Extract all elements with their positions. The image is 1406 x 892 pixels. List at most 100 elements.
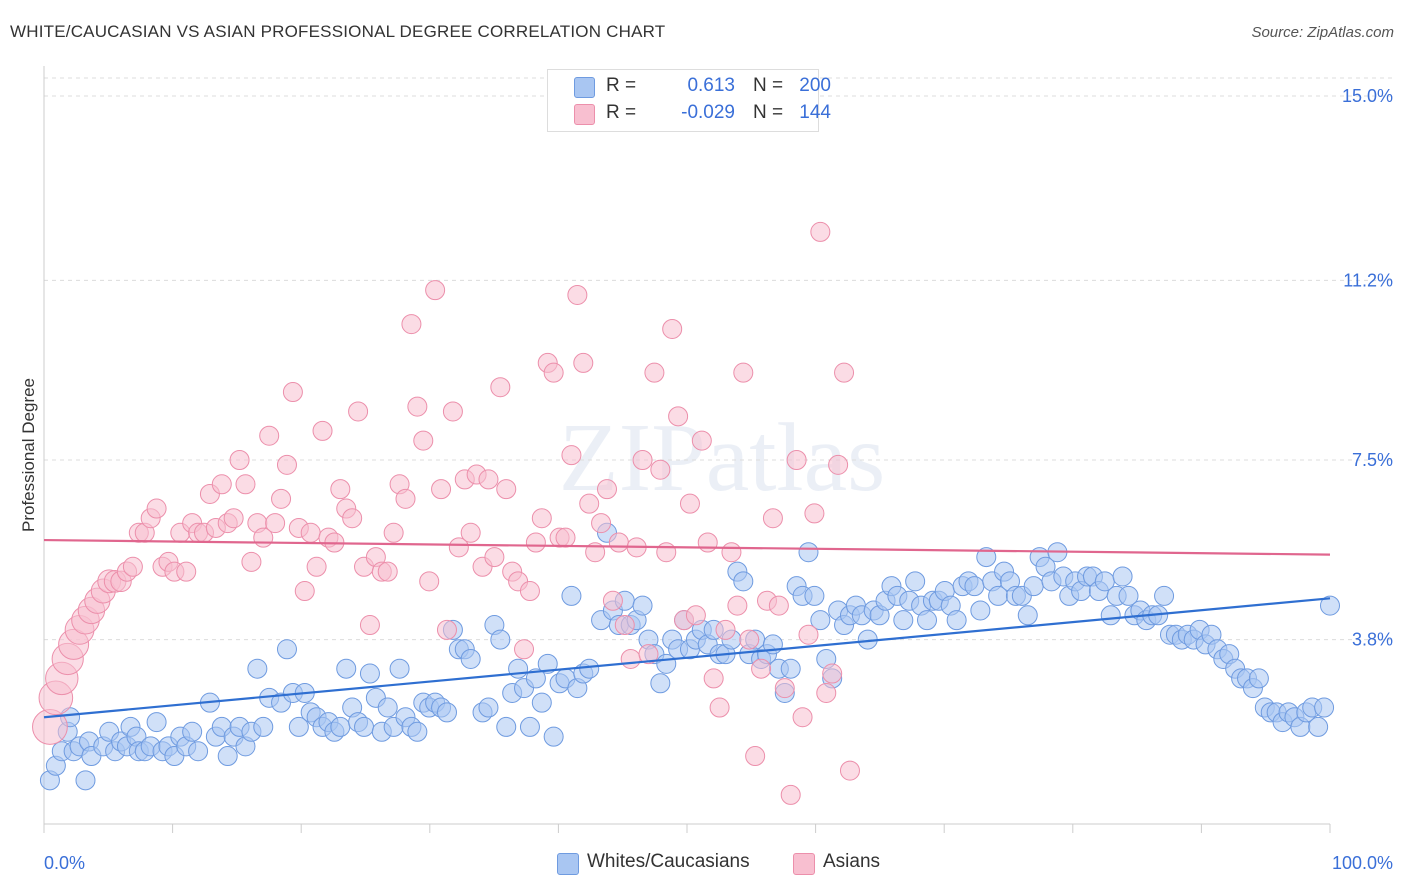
point-whites (1100, 605, 1121, 626)
point-whites (905, 571, 926, 592)
point-whites (976, 547, 997, 568)
point-asians (342, 508, 363, 529)
legend-r-label: R = (606, 102, 637, 123)
point-asians (496, 479, 517, 500)
point-asians (312, 420, 333, 441)
y-tick-label: 7.5% (1352, 450, 1393, 470)
point-whites (75, 770, 96, 791)
point-whites (1314, 697, 1335, 718)
point-asians (436, 619, 457, 640)
point-asians (780, 784, 801, 805)
point-asians (834, 362, 855, 383)
point-whites (330, 716, 351, 737)
point-asians (591, 513, 612, 534)
point-asians (555, 527, 576, 548)
point-asians (359, 615, 380, 636)
legend-n-value: 200 (799, 75, 831, 96)
point-asians (300, 522, 321, 543)
legend-n-value: 144 (799, 102, 831, 123)
point-asians (330, 479, 351, 500)
point-whites (893, 610, 914, 631)
legend-r-value: -0.029 (681, 102, 735, 123)
stats-legend: R = 0.613 N = 200 R = -0.029 N = 144 (547, 69, 831, 132)
point-asians (460, 522, 481, 543)
point-asians (146, 498, 167, 519)
y-tick-label: 3.8% (1352, 630, 1393, 650)
point-whites (519, 716, 540, 737)
point-asians (715, 619, 736, 640)
point-whites (182, 721, 203, 742)
point-whites (964, 576, 985, 597)
point-asians (573, 352, 594, 373)
point-asians (543, 362, 564, 383)
point-whites (780, 658, 801, 679)
legend-n-label: N = (753, 102, 784, 123)
point-whites (478, 697, 499, 718)
point-asians (768, 595, 789, 616)
point-asians (531, 508, 552, 529)
point-asians (377, 561, 398, 582)
point-whites (537, 653, 558, 674)
point-whites (946, 610, 967, 631)
point-asians (514, 639, 535, 660)
point-asians (419, 571, 440, 592)
point-asians (751, 658, 772, 679)
trend-lines (43, 538, 1331, 719)
point-whites (1320, 595, 1340, 616)
point-asians (656, 542, 677, 563)
trend-line-whites (43, 597, 1331, 719)
point-asians (122, 556, 143, 577)
source-label: Source: ZipAtlas.com (1251, 24, 1394, 41)
chart-title: WHITE/CAUCASIAN VS ASIAN PROFESSIONAL DE… (10, 22, 666, 41)
point-asians (229, 450, 250, 470)
point-asians (211, 474, 232, 495)
point-whites (496, 716, 517, 737)
point-whites (1154, 585, 1175, 606)
point-asians (448, 537, 469, 558)
point-whites (733, 571, 754, 592)
point-whites (632, 595, 653, 616)
point-asians (733, 362, 754, 383)
point-whites (543, 726, 564, 747)
point-asians (644, 362, 665, 383)
point-asians (306, 556, 327, 577)
point-asians (425, 280, 446, 301)
point-asians (395, 488, 416, 509)
x-tick-label-min: 0.0% (44, 853, 85, 873)
point-whites (460, 648, 481, 669)
point-asians (739, 629, 760, 650)
point-asians (223, 508, 244, 529)
point-asians (691, 430, 712, 451)
point-whites (1023, 576, 1044, 597)
point-asians (602, 590, 623, 611)
point-asians (727, 595, 748, 616)
point-asians (401, 314, 422, 335)
point-asians (762, 508, 783, 529)
point-whites (810, 610, 831, 631)
point-asians (519, 581, 540, 602)
point-whites (146, 712, 167, 733)
point-asians (413, 430, 434, 451)
y-tick-label: 11.2% (1343, 270, 1393, 290)
point-asians (721, 542, 742, 563)
point-whites (970, 600, 991, 621)
point-asians (431, 479, 452, 500)
point-asians (703, 668, 724, 689)
point-asians (745, 746, 766, 767)
point-whites (1248, 668, 1269, 689)
point-asians (668, 406, 689, 427)
point-whites (436, 702, 457, 723)
point-whites (650, 673, 671, 694)
point-asians (638, 644, 659, 665)
point-asians (478, 469, 499, 490)
point-asians (839, 760, 860, 781)
legend-n-label: N = (753, 75, 784, 96)
point-asians (685, 605, 706, 626)
x-tick-label-max: 100.0% (1332, 853, 1393, 873)
point-asians (798, 624, 819, 645)
point-asians (579, 493, 600, 514)
bottom-legend-swatch-whites (557, 853, 579, 875)
point-whites (1017, 605, 1038, 626)
point-asians (282, 382, 303, 403)
